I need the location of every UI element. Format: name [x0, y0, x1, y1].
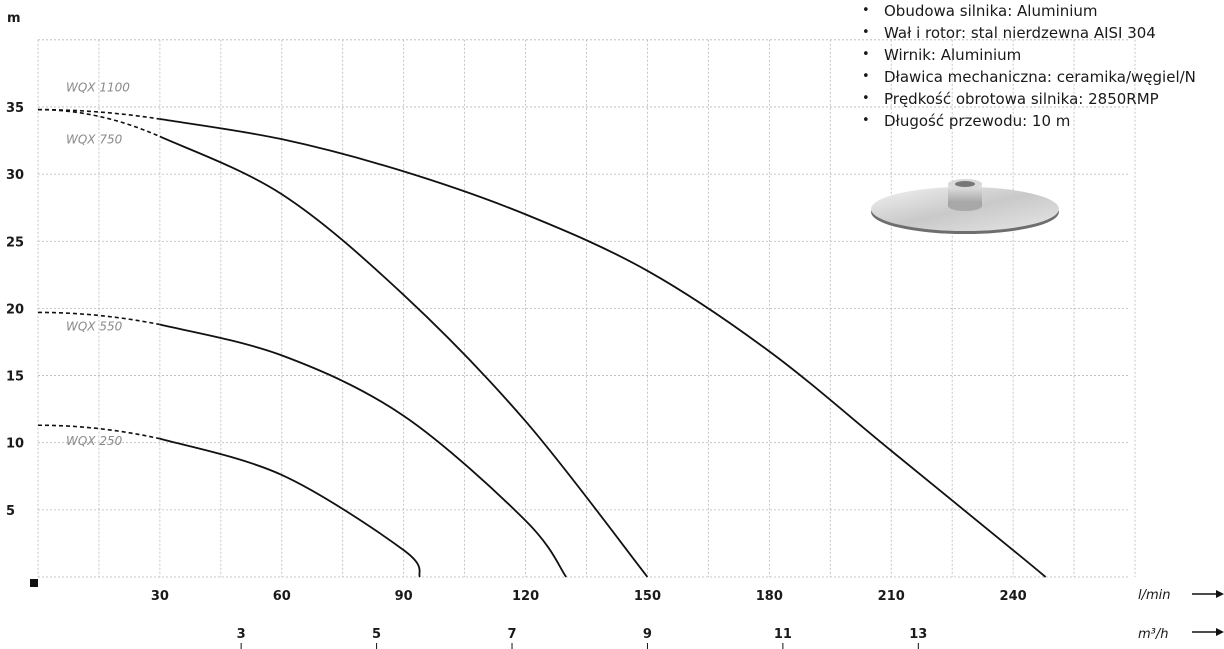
series-line: [159, 323, 567, 578]
arrow-right-icon: [1192, 628, 1224, 636]
x2-tick-label: 7: [507, 627, 516, 642]
origin-marker: [30, 579, 38, 587]
spec-item: Prędkość obrotowa silnika: 2850RMP: [862, 88, 1224, 110]
x2-tick-label: 11: [774, 627, 792, 642]
y-tick-label: 10: [6, 437, 24, 452]
y-tick-label: 35: [6, 101, 24, 116]
y-tick-label: 25: [6, 235, 24, 250]
arrow-right-icon: [1192, 590, 1224, 598]
x-tick-label: 180: [756, 589, 783, 604]
spec-item: Obudowa silnika: Aluminium: [862, 0, 1224, 22]
x-tick-label: 150: [634, 589, 661, 604]
x2-tick-label: 9: [643, 627, 652, 642]
y-tick-label: 30: [6, 168, 24, 183]
x2-unit-label: m³/h: [1138, 627, 1169, 642]
impeller-image: [871, 179, 1059, 234]
series-line: [159, 135, 649, 578]
x-unit-label: l/min: [1138, 588, 1171, 603]
spec-list: Obudowa silnika: Aluminium Wał i rotor: …: [862, 0, 1224, 132]
series-line: [159, 437, 421, 578]
x2-tick-label: 3: [237, 627, 246, 642]
spec-item: Dławica mechaniczna: ceramika/węgiel/N: [862, 66, 1224, 88]
spec-item: Długość przewodu: 10 m: [862, 110, 1224, 132]
spec-item: Wirnik: Aluminium: [862, 44, 1224, 66]
x-tick-label: 240: [1000, 589, 1027, 604]
y-tick-label: 15: [6, 370, 24, 385]
curves: [37, 108, 1047, 578]
series-label: WQX 750: [66, 133, 123, 147]
x-tick-label: 210: [878, 589, 905, 604]
series-label: WQX 550: [66, 319, 123, 333]
series-line: [159, 118, 1047, 578]
spec-item: Wał i rotor: stal nierdzewna AISI 304: [862, 22, 1224, 44]
x-tick-label: 30: [151, 589, 169, 604]
series-shutoff-dashed: [37, 108, 161, 120]
y-tick-label: 5: [6, 504, 15, 519]
y-axis-label: m: [7, 11, 21, 26]
x-tick-label: 120: [512, 589, 539, 604]
x2-tick-label: 5: [372, 627, 381, 642]
y-tick-label: 20: [6, 302, 24, 317]
series-label: WQX 1100: [66, 81, 130, 95]
x-tick-label: 60: [273, 589, 291, 604]
series-shutoff-dashed: [37, 311, 161, 326]
x2-tick-label: 13: [909, 627, 927, 642]
series-label: WQX 250: [66, 434, 123, 448]
x-tick-label: 90: [395, 589, 413, 604]
